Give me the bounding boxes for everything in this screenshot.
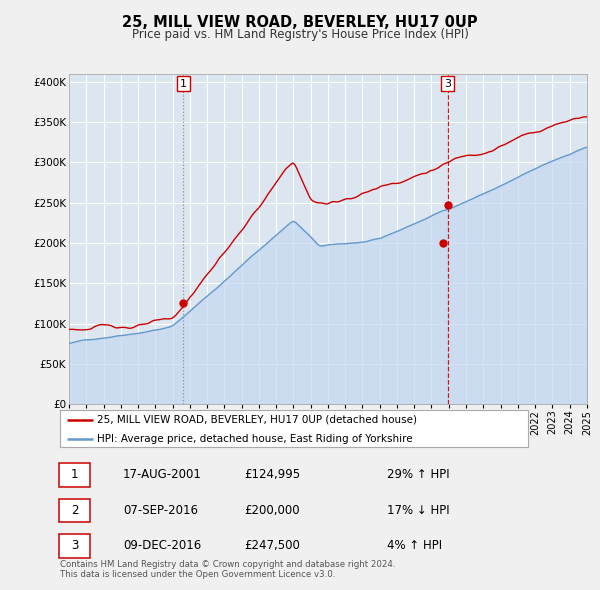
Text: 3: 3 [444, 78, 451, 88]
Text: £247,500: £247,500 [244, 539, 300, 552]
Text: Price paid vs. HM Land Registry's House Price Index (HPI): Price paid vs. HM Land Registry's House … [131, 28, 469, 41]
Text: 3: 3 [71, 539, 78, 552]
Text: £124,995: £124,995 [244, 468, 300, 481]
Text: 25, MILL VIEW ROAD, BEVERLEY, HU17 0UP: 25, MILL VIEW ROAD, BEVERLEY, HU17 0UP [122, 15, 478, 30]
Text: 07-SEP-2016: 07-SEP-2016 [123, 504, 198, 517]
Text: 4% ↑ HPI: 4% ↑ HPI [387, 539, 442, 552]
Text: 2: 2 [71, 504, 78, 517]
Text: 17-AUG-2001: 17-AUG-2001 [123, 468, 202, 481]
Text: 29% ↑ HPI: 29% ↑ HPI [387, 468, 449, 481]
Text: 1: 1 [180, 78, 187, 88]
Text: HPI: Average price, detached house, East Riding of Yorkshire: HPI: Average price, detached house, East… [97, 434, 413, 444]
Text: Contains HM Land Registry data © Crown copyright and database right 2024.
This d: Contains HM Land Registry data © Crown c… [60, 560, 395, 579]
Text: £200,000: £200,000 [244, 504, 300, 517]
Text: 17% ↓ HPI: 17% ↓ HPI [387, 504, 449, 517]
Text: 1: 1 [71, 468, 78, 481]
Text: 09-DEC-2016: 09-DEC-2016 [123, 539, 201, 552]
Text: 25, MILL VIEW ROAD, BEVERLEY, HU17 0UP (detached house): 25, MILL VIEW ROAD, BEVERLEY, HU17 0UP (… [97, 415, 418, 425]
